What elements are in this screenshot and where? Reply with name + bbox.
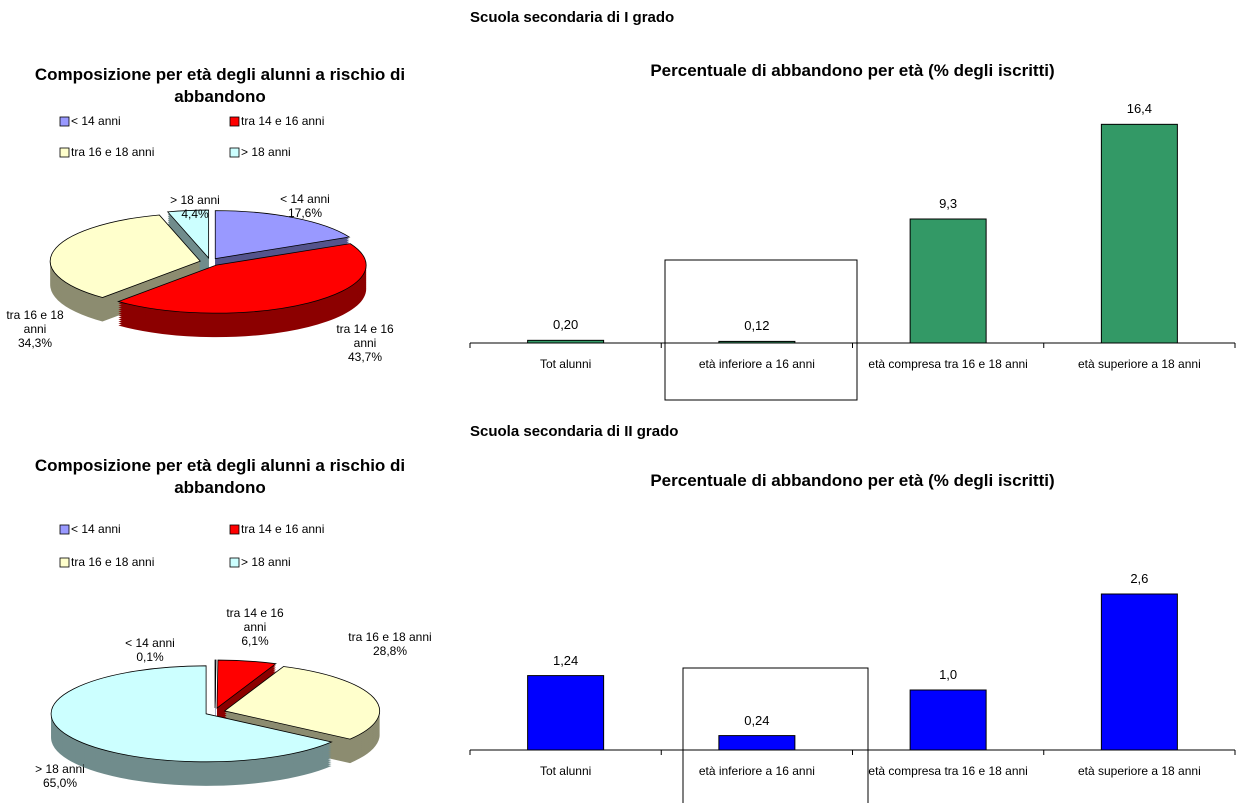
legend-swatch: [229, 557, 240, 568]
legend-label: tra 16 e 18 anni: [71, 555, 155, 569]
slice-category: > 18 anni: [170, 193, 220, 207]
legend-label: < 14 anni: [71, 522, 121, 536]
slice-category: tra 14 e 16 anni: [226, 606, 284, 634]
slice-label: tra 14 e 16 anni 43,7%: [325, 322, 405, 364]
slice: [216, 659, 277, 709]
slice: [223, 666, 380, 740]
value-label: 0,20: [552, 317, 579, 333]
slice: [214, 210, 351, 260]
slice-label: < 14 anni 17,6%: [265, 192, 345, 220]
section-title: Scuola secondaria di I grado: [470, 9, 675, 26]
legend-swatch: [59, 116, 70, 127]
value-label: 2,6: [1130, 571, 1149, 586]
slice-value: 0,1%: [136, 650, 164, 664]
legend-swatch: [59, 147, 70, 158]
slice-label: tra 16 e 18 anni 28,8%: [345, 630, 435, 658]
value-label: 0,24: [744, 712, 770, 728]
slice-label: tra 16 e 18 anni 34,3%: [0, 308, 70, 350]
bar: [718, 340, 796, 344]
slice-value: 4,4%: [181, 207, 209, 221]
chart-title: Composizione per età degli alunni a risc…: [34, 456, 406, 497]
x-tick-label: età inferiore a 16 anni: [698, 357, 815, 371]
slice-category: tra 16 e 18 anni: [6, 308, 64, 336]
section-title: Scuola secondaria di II grado: [470, 423, 679, 440]
slice: [50, 665, 333, 763]
x-tick-label: età compresa tra 16 e 18 anni: [868, 764, 1028, 778]
bar: [1100, 123, 1178, 344]
chart-title: Percentuale di abbandono per età (% degl…: [650, 61, 1055, 80]
x-tick-label: età superiore a 18 anni: [1077, 357, 1201, 371]
slice-value: 17,6%: [287, 206, 323, 220]
slice-value: 28,8%: [372, 644, 408, 658]
legend-label: > 18 anni: [241, 145, 291, 159]
bar: [718, 735, 796, 751]
legend-label: < 14 anni: [71, 114, 121, 128]
slice-category: < 14 anni: [125, 636, 175, 650]
x-tick-label: Tot alunni: [539, 357, 592, 371]
chart-title: Percentuale di abbandono per età (% degl…: [650, 471, 1055, 490]
slice-label: > 18 anni 65,0%: [30, 762, 90, 790]
bar: [909, 689, 987, 751]
value-label: 16,4: [1126, 101, 1153, 117]
slice-category: tra 14 e 16 anni: [336, 322, 394, 350]
bar: [1100, 593, 1178, 751]
slice-category: < 14 anni: [280, 192, 330, 206]
slice-label: < 14 anni 0,1%: [115, 636, 185, 664]
legend-swatch: [229, 116, 240, 127]
legend-label: tra 14 e 16 anni: [241, 114, 325, 128]
slice-label: > 18 anni 4,4%: [165, 193, 225, 221]
value-label: 1,24: [552, 652, 579, 668]
value-label: 9,3: [939, 196, 958, 211]
legend-label: tra 16 e 18 anni: [71, 145, 155, 159]
highlight-box: [664, 259, 858, 401]
legend-label: tra 14 e 16 anni: [241, 522, 325, 536]
legend-label: > 18 anni: [241, 555, 291, 569]
highlight-box: [682, 667, 869, 803]
slice-label: tra 14 e 16 anni 6,1%: [220, 606, 290, 648]
slice-category: > 18 anni: [35, 762, 85, 776]
slice-value: 6,1%: [241, 634, 269, 648]
value-label: 0,12: [744, 318, 770, 334]
legend-swatch: [229, 147, 240, 158]
slice: [49, 214, 201, 298]
slice-value: 34,3%: [17, 336, 53, 350]
chart-title: Composizione per età degli alunni a risc…: [34, 65, 406, 106]
bar: [909, 218, 987, 344]
slice-value: 43,7%: [347, 350, 383, 364]
x-tick-label: età superiore a 18 anni: [1077, 764, 1201, 778]
x-tick-label: Tot alunni: [539, 764, 592, 778]
legend-swatch: [59, 557, 70, 568]
slice: [214, 659, 217, 709]
slice: [166, 209, 210, 260]
x-tick-label: età inferiore a 16 anni: [698, 764, 815, 778]
slice: [117, 243, 367, 314]
legend-swatch: [59, 524, 70, 535]
slice-category: tra 16 e 18 anni: [348, 630, 432, 644]
bar: [527, 339, 605, 344]
bar: [527, 675, 605, 751]
value-label: 1,0: [939, 667, 958, 682]
slice-value: 65,0%: [42, 776, 78, 790]
x-tick-label: età compresa tra 16 e 18 anni: [868, 357, 1028, 371]
legend-swatch: [229, 524, 240, 535]
